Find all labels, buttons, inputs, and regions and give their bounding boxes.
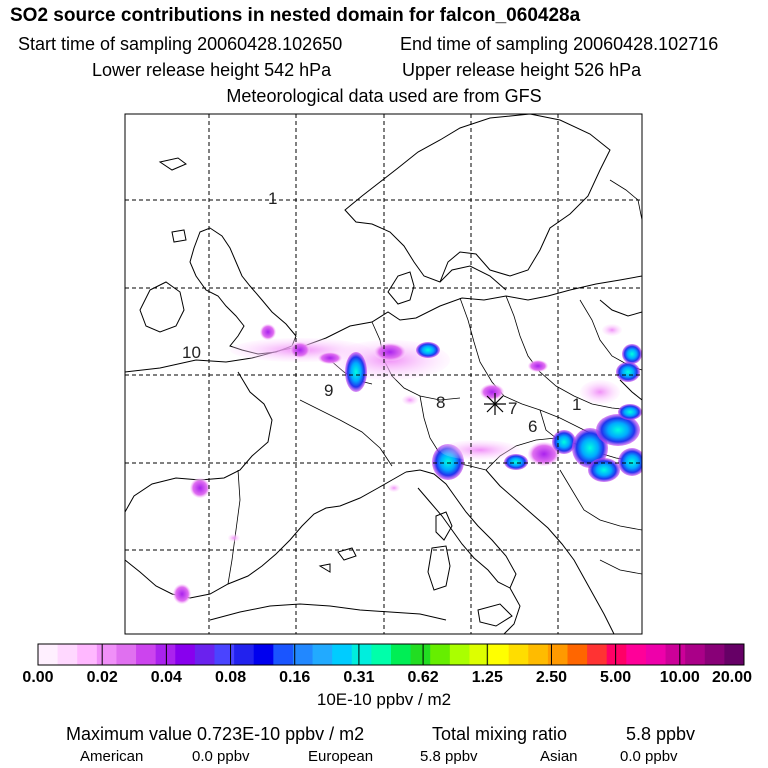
track-label: 9	[324, 381, 333, 400]
colorbar-swatch	[548, 644, 568, 665]
colorbar-swatch	[175, 644, 195, 665]
source-star-icon	[484, 393, 506, 415]
colorbar-swatch	[626, 644, 646, 665]
colorbar-swatch	[234, 644, 254, 665]
colorbar-swatch	[685, 644, 705, 665]
colorbar-swatch	[313, 644, 333, 665]
region-value-european: 5.8 ppbv	[420, 748, 478, 765]
track-label: 7	[508, 399, 517, 418]
colorbar-swatch	[705, 644, 725, 665]
colorbar-tick-label: 0.16	[279, 669, 310, 687]
colorbar-swatch	[489, 644, 509, 665]
colorbar-swatch	[430, 644, 450, 665]
colorbar-swatch	[450, 644, 470, 665]
region-name-asian: Asian	[540, 748, 578, 765]
colorbar-swatch	[352, 644, 372, 665]
colorbar-swatch	[724, 644, 744, 665]
colorbar-swatch	[195, 644, 215, 665]
colorbar-swatch	[215, 644, 235, 665]
colorbar-swatch	[254, 644, 274, 665]
total-mixing-label: Total mixing ratio	[432, 724, 567, 745]
map-content: 1 10 9 8 7 6 1	[125, 114, 646, 634]
colorbar-swatch	[38, 644, 58, 665]
colorbar-swatch	[156, 644, 176, 665]
colorbar-swatch	[293, 644, 313, 665]
track-label: 6	[528, 417, 537, 436]
colorbar-swatch	[77, 644, 97, 665]
colorbar-swatch	[136, 644, 156, 665]
colorbar-tick-label: 20.00	[712, 669, 752, 687]
colorbar-swatch	[607, 644, 627, 665]
colorbar-tick-label: 1.25	[472, 669, 503, 687]
colorbar-unit: 10E-10 ppbv / m2	[0, 690, 768, 710]
colorbar-tick-label: 0.02	[87, 669, 118, 687]
colorbar-tick-label: 0.31	[343, 669, 374, 687]
colorbar-swatch	[97, 644, 117, 665]
colorbar-swatch	[509, 644, 529, 665]
colorbar-swatch	[391, 644, 411, 665]
region-value-asian: 0.0 ppbv	[620, 748, 678, 765]
colorbar-tick-label: 2.50	[536, 669, 567, 687]
track-label: 1	[268, 189, 277, 208]
colorbar-swatch	[587, 644, 607, 665]
track-label: 1	[572, 395, 581, 414]
region-value-american: 0.0 ppbv	[192, 748, 250, 765]
colorbar-swatch	[528, 644, 548, 665]
region-name-european: European	[308, 748, 373, 765]
colorbar-tick-label: 5.00	[600, 669, 631, 687]
colorbar-tick-label: 0.00	[22, 669, 53, 687]
colorbar-tick-label: 0.04	[151, 669, 182, 687]
track-label: 8	[436, 393, 445, 412]
colorbar-swatch	[116, 644, 136, 665]
colorbar-swatch	[411, 644, 431, 665]
colorbar-swatch	[568, 644, 588, 665]
max-value-text: Maximum value 0.723E-10 ppbv / m2	[66, 724, 364, 745]
colorbar-swatch	[273, 644, 293, 665]
colorbar-tick-label: 0.08	[215, 669, 246, 687]
track-label: 10	[182, 343, 201, 362]
colorbar-swatch	[371, 644, 391, 665]
total-mixing-value: 5.8 ppbv	[626, 724, 695, 745]
region-name-american: American	[80, 748, 143, 765]
colorbar-swatch	[646, 644, 666, 665]
colorbar	[38, 644, 745, 665]
colorbar-tick-label: 10.00	[660, 669, 700, 687]
colorbar-swatch	[332, 644, 352, 665]
colorbar-tick-label: 0.62	[408, 669, 439, 687]
colorbar-swatch	[666, 644, 686, 665]
colorbar-swatch	[469, 644, 489, 665]
colorbar-swatch	[58, 644, 78, 665]
